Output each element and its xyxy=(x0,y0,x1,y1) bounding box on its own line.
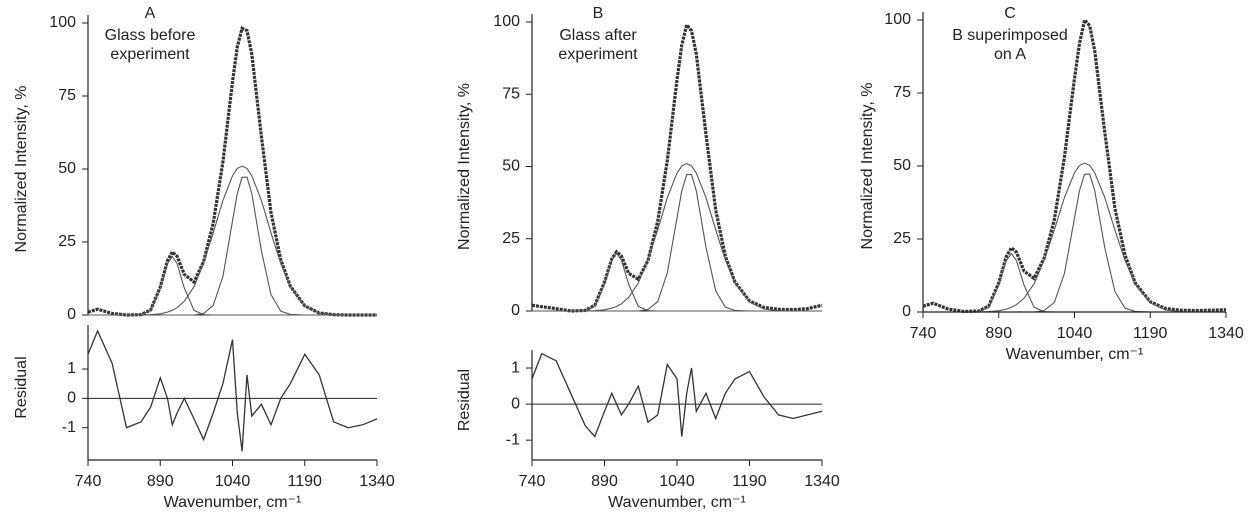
data-line xyxy=(87,26,377,317)
residual-label: Residual xyxy=(456,369,473,431)
x-tick-label: 890 xyxy=(147,473,174,490)
residual-line xyxy=(87,329,378,452)
y-tick-label: 25 xyxy=(58,233,76,250)
annotation: Glass after xyxy=(559,27,637,44)
y-tick-label: 100 xyxy=(49,14,76,31)
y-axis-label: Normalized Intensity, % xyxy=(859,83,876,250)
y-tick-label: 100 xyxy=(884,11,911,28)
x-tick-label: 1340 xyxy=(1208,325,1244,342)
x-tick-label: 740 xyxy=(519,473,546,490)
y-tick-label: 100 xyxy=(493,13,520,30)
y-axis-label: Normalized Intensity, % xyxy=(456,83,473,250)
annotation: B superimposed xyxy=(952,27,1068,44)
y-tick-label: 75 xyxy=(502,85,520,102)
panel-label: C xyxy=(1004,5,1016,22)
panel-label: B xyxy=(593,5,604,22)
annotation: on A xyxy=(994,46,1026,63)
y-tick-label: 0 xyxy=(511,302,520,319)
x-axis-label: Wavenumber, cm⁻¹ xyxy=(608,494,746,511)
residual-y-tick-label: -1 xyxy=(62,419,76,436)
y-tick-label: 25 xyxy=(893,230,911,247)
x-tick-label: 1040 xyxy=(1057,325,1093,342)
residual-y-tick-label: 1 xyxy=(511,359,520,376)
x-tick-label: 1190 xyxy=(288,473,323,490)
y-tick-label: 0 xyxy=(67,306,76,323)
y-tick-label: 50 xyxy=(502,158,520,175)
component-line xyxy=(923,252,1226,313)
residual-label: Residual xyxy=(13,356,30,418)
annotation: Glass before xyxy=(105,27,196,44)
y-tick-label: 75 xyxy=(893,84,911,101)
residual-y-tick-label: 0 xyxy=(67,390,76,407)
component-line xyxy=(532,252,822,312)
x-tick-label: 1190 xyxy=(1133,325,1168,342)
x-tick-label: 1040 xyxy=(215,473,251,490)
x-tick-label: 1040 xyxy=(659,473,695,490)
y-tick-label: 0 xyxy=(902,303,911,320)
panel-label: A xyxy=(145,5,156,22)
annotation: experiment xyxy=(558,46,638,63)
x-tick-label: 890 xyxy=(591,473,618,490)
component-line xyxy=(532,162,822,312)
annotation: experiment xyxy=(110,46,190,63)
component-line xyxy=(88,176,377,316)
residual-y-tick-label: -1 xyxy=(506,431,520,448)
residual-line xyxy=(531,352,823,438)
x-tick-label: 740 xyxy=(75,473,102,490)
y-tick-label: 75 xyxy=(58,87,76,104)
component-line xyxy=(88,165,377,316)
residual-y-tick-label: 1 xyxy=(67,360,76,377)
component-line xyxy=(923,162,1226,313)
x-tick-label: 1340 xyxy=(359,473,395,490)
x-tick-label: 1190 xyxy=(732,473,767,490)
x-axis-label: Wavenumber, cm⁻¹ xyxy=(1006,346,1144,363)
data-line xyxy=(922,16,1227,314)
x-axis-label: Wavenumber, cm⁻¹ xyxy=(164,494,302,511)
residual-y-tick-label: 0 xyxy=(511,395,520,412)
component-line xyxy=(532,174,822,312)
y-tick-label: 50 xyxy=(58,160,76,177)
component-line xyxy=(88,255,377,316)
y-tick-label: 50 xyxy=(893,157,911,174)
component-line xyxy=(923,173,1226,313)
y-tick-label: 25 xyxy=(502,230,520,247)
x-tick-label: 740 xyxy=(910,325,937,342)
x-tick-label: 1340 xyxy=(804,473,840,490)
data-line xyxy=(531,21,823,313)
y-axis-label: Normalized Intensity, % xyxy=(13,86,30,253)
x-tick-label: 890 xyxy=(985,325,1012,342)
